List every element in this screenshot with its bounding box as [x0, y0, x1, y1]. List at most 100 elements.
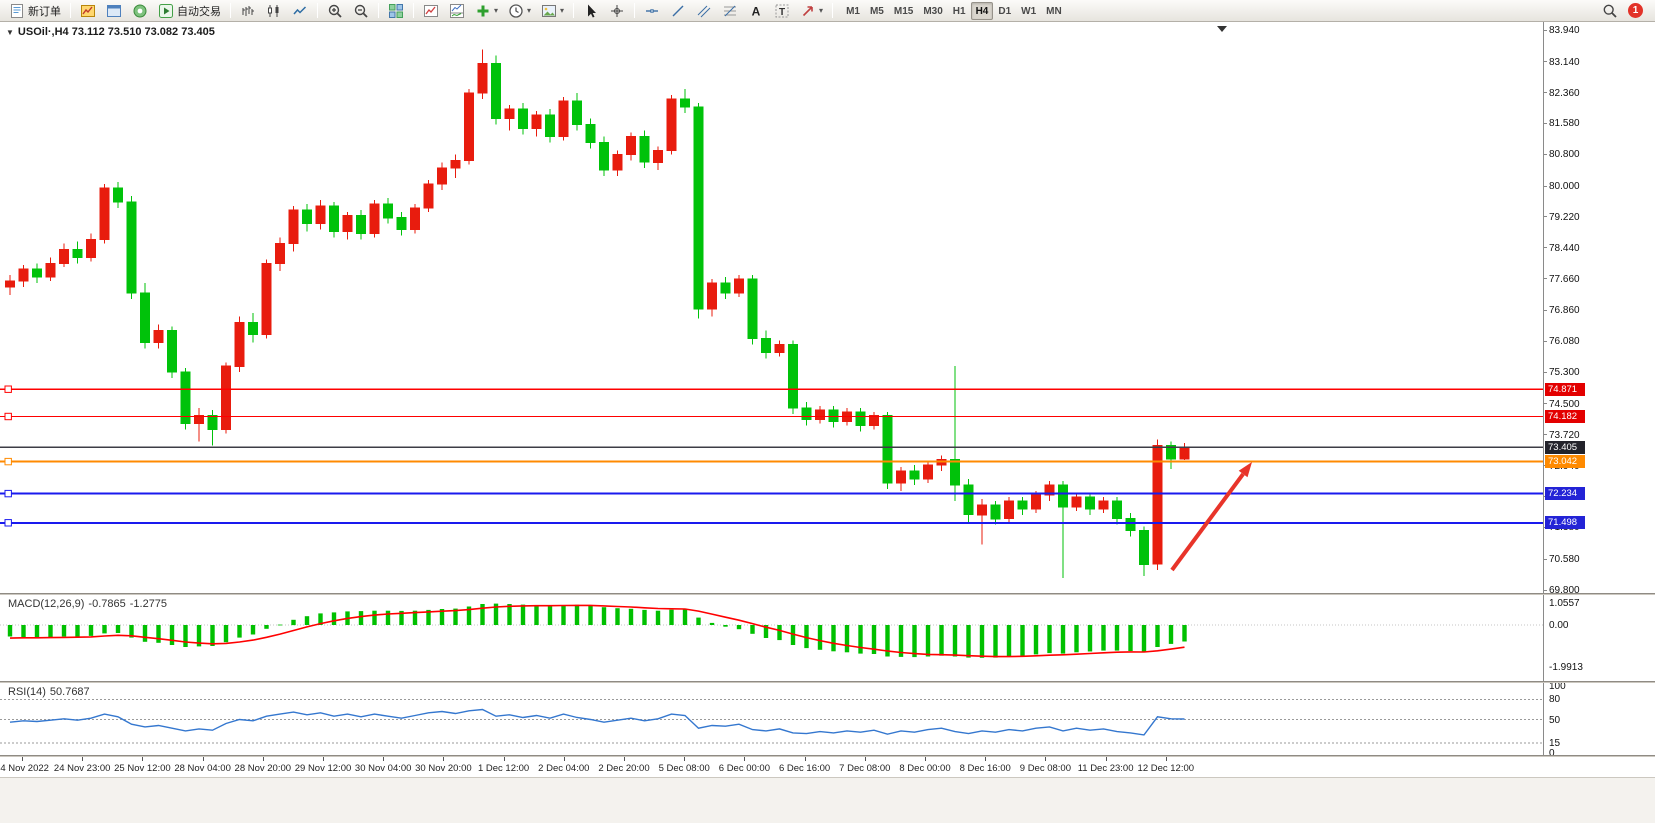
macd-scale-label: 1.0557 [1549, 597, 1580, 609]
candle-bull [315, 205, 326, 225]
market-watch-button[interactable] [75, 1, 101, 21]
new-order-button[interactable]: 新订单 [4, 1, 66, 21]
panel-divider[interactable] [0, 681, 1655, 683]
zoom-in-button[interactable] [322, 1, 348, 21]
macd-histogram-bar [601, 607, 607, 625]
new-order-button-label: 新订单 [28, 5, 61, 18]
navigator-button[interactable] [127, 1, 153, 21]
dropdown-caret-icon: ▾ [560, 6, 565, 15]
macd-histogram-bar [912, 625, 917, 658]
toolbar-buttons: 新订单 自动交易 ▾ ▾ ▾ A T ▾ [4, 1, 837, 21]
time-axis-label: 12 Dec 12:00 [1137, 763, 1195, 774]
macd-histogram-bar [696, 617, 701, 625]
line-handle[interactable] [4, 489, 12, 498]
line-chart-button[interactable] [287, 1, 313, 21]
timeframe-h1-button[interactable]: H1 [952, 5, 966, 17]
rsi-panel-canvas[interactable] [0, 683, 1543, 755]
panel-divider[interactable] [0, 593, 1655, 595]
autotrade-button[interactable]: 自动交易 [153, 1, 226, 21]
timeframe-m15-button[interactable]: M15 [893, 5, 914, 17]
line-handle[interactable] [4, 519, 12, 527]
periods-button[interactable]: ▾ [503, 1, 536, 21]
macd-histogram-bar [358, 611, 364, 625]
candle-bull [1071, 496, 1082, 508]
level-price-tag: 73.042 [1545, 455, 1585, 469]
shapes-button[interactable]: ▾ [795, 1, 828, 21]
bar-chart-button[interactable] [235, 1, 261, 21]
timeframe-w1-button[interactable]: W1 [1021, 5, 1037, 17]
time-tick-mark [864, 757, 866, 761]
macd-histogram-bar [655, 610, 661, 625]
candle-bear [828, 409, 839, 423]
time-axis[interactable]: 24 Nov 2022 24 Nov 23:00 25 Nov 12:00 28 No… [0, 757, 1655, 777]
macd-scale-label: 0.00 [1549, 620, 1569, 631]
templates-button[interactable]: ▾ [536, 1, 569, 21]
notification-badge[interactable]: 1 [1628, 3, 1643, 18]
channel-button[interactable] [691, 1, 717, 21]
cursor-button[interactable] [578, 1, 604, 21]
candle-chart-button[interactable] [261, 1, 287, 21]
candle-bull [707, 282, 717, 310]
price-tick-mark [1544, 403, 1547, 405]
time-tick-mark [262, 757, 264, 761]
data-window-button[interactable] [101, 1, 127, 21]
crosshair-button[interactable] [604, 1, 630, 21]
price-tick-label: 83.140 [1549, 56, 1580, 68]
candle-bear [491, 62, 501, 120]
price-chart-canvas[interactable] [0, 22, 1543, 593]
trendline-icon [670, 3, 686, 19]
add-indicator-button[interactable]: ▾ [470, 1, 503, 21]
price-tick-mark [1544, 309, 1547, 311]
line-handle[interactable] [4, 412, 12, 421]
trend-arrow-annotation[interactable] [1170, 472, 1245, 572]
new-order-icon [9, 3, 25, 19]
macd-histogram-bar [142, 625, 148, 642]
tile-windows-button[interactable] [383, 1, 409, 21]
indicators-button[interactable] [418, 1, 444, 21]
zoom-out-button[interactable] [348, 1, 374, 21]
candle-bull [666, 98, 677, 151]
trendline-button[interactable] [665, 1, 691, 21]
timeframe-m30-button[interactable]: M30 [923, 5, 943, 17]
indicator-window-button[interactable] [444, 1, 470, 21]
macd-panel-canvas[interactable] [0, 595, 1543, 681]
timeframe-m5-button[interactable]: M5 [869, 5, 884, 17]
text-button[interactable]: A [743, 1, 769, 21]
line-handle[interactable] [4, 385, 12, 393]
price-axis[interactable]: 83.940 83.140 82.360 81.580 80.800 80.000 79.2… [1543, 22, 1655, 759]
time-axis-label: 5 Dec 08:00 [658, 763, 710, 774]
timeframe-d1-button[interactable]: D1 [998, 5, 1012, 17]
horizontal-line-button[interactable] [639, 1, 665, 21]
toolbar-separator [832, 3, 834, 18]
time-axis-label: 7 Dec 08:00 [839, 763, 891, 774]
macd-histogram-bar [129, 625, 134, 638]
macd-histogram-bar [831, 625, 836, 652]
timeframe-m1-button[interactable]: M1 [846, 5, 860, 17]
timeframe-mn-button[interactable]: MN [1046, 5, 1062, 17]
time-tick-mark [142, 757, 144, 761]
rsi-line [9, 708, 1185, 736]
price-tick-mark [1544, 278, 1547, 280]
candle-bull [86, 239, 96, 258]
chart-menu-arrow-icon[interactable]: ▼ [6, 27, 14, 37]
time-axis-label: 11 Dec 23:00 [1077, 763, 1134, 774]
candle-bull [423, 183, 434, 209]
macd-histogram-bar [385, 610, 391, 625]
current-price-tag: 73.405 [1545, 440, 1585, 454]
candle-bear [32, 268, 42, 278]
macd-histogram-bar [520, 604, 526, 625]
macd-histogram-bar [169, 625, 175, 645]
candle-bull [653, 149, 663, 163]
candle-bull [1179, 446, 1190, 460]
candle-bear [882, 415, 893, 484]
rsi-value: 50.7687 [49, 686, 90, 698]
timeframe-h4-button[interactable]: H4 [970, 1, 994, 20]
price-tick-mark [1544, 434, 1547, 436]
price-tick-label: 74.500 [1549, 398, 1580, 410]
rsi-scale-label: 80 [1549, 694, 1561, 706]
line-handle[interactable] [4, 457, 12, 466]
text-label-button[interactable]: T [769, 1, 795, 21]
chart-shift-marker-icon[interactable] [1217, 26, 1227, 32]
search-icon[interactable] [1602, 3, 1618, 19]
fibonacci-button[interactable] [717, 1, 743, 21]
